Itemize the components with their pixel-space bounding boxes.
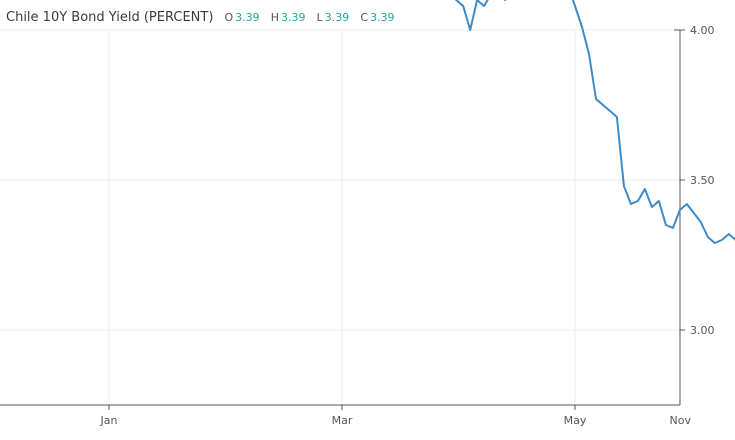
high-label: H [270, 11, 280, 24]
close-label: C [360, 11, 369, 24]
high-value: 3.39 [281, 11, 306, 24]
x-tick-label: Mar [332, 414, 353, 427]
y-tick-label: 4.00 [690, 24, 715, 37]
low-label: L [316, 11, 323, 24]
open-value: 3.39 [235, 11, 260, 24]
close-value: 3.39 [370, 11, 395, 24]
x-tick-label: Jan [100, 414, 118, 427]
x-tick-label: Nov [670, 414, 692, 427]
y-tick-label: 3.50 [690, 174, 715, 187]
y-tick-label: 3.00 [690, 324, 715, 337]
grid-lines [0, 29, 680, 405]
axes: JanMarMayJulSepNov3.003.504.004.50 [0, 24, 715, 427]
x-tick-label: May [564, 414, 587, 427]
open-label: O [224, 11, 234, 24]
low-value: 3.39 [324, 11, 350, 24]
yield-series-line[interactable] [9, 0, 735, 440]
chart-header: Chile 10Y Bond Yield (PERCENT) O 3.39 H 3.… [6, 6, 395, 25]
chart-title: Chile 10Y Bond Yield (PERCENT) [6, 10, 214, 25]
series[interactable] [9, 0, 735, 440]
